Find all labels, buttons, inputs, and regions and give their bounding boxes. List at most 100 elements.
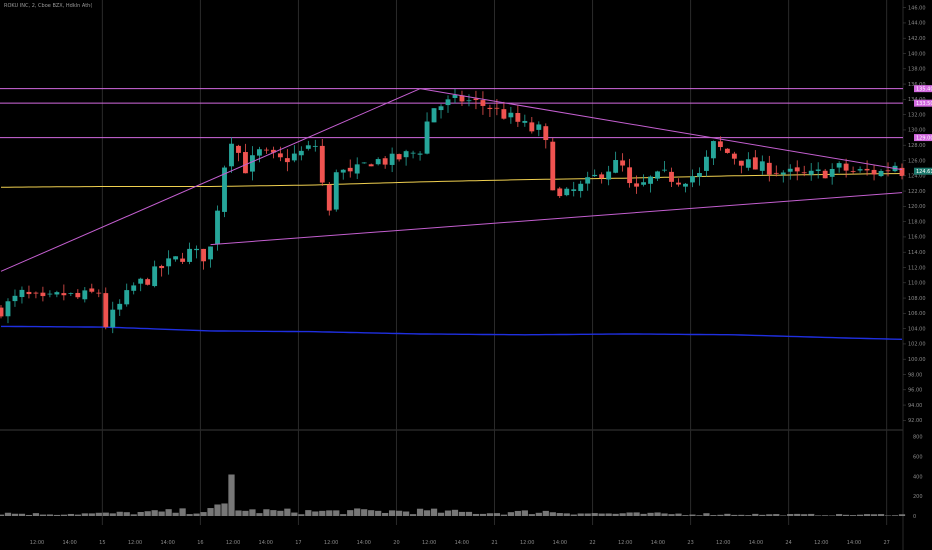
candle-body <box>19 289 25 298</box>
candle-body <box>655 171 660 179</box>
time-tick-label: 12:00 <box>30 540 44 546</box>
candle-body <box>326 184 332 211</box>
time-tick-label: 14:00 <box>357 540 371 546</box>
candle-body <box>54 292 60 295</box>
volume-bar <box>249 509 256 516</box>
volume-bars <box>0 474 906 516</box>
volume-bar <box>102 512 109 516</box>
price-tick-label: 102.00 <box>908 342 926 348</box>
candle-body <box>396 154 402 160</box>
volume-bar <box>158 511 165 516</box>
price-tick-label: 98.00 <box>908 372 922 378</box>
candle-body <box>187 248 193 262</box>
volume-bar <box>675 513 682 516</box>
volume-bar <box>570 514 577 516</box>
time-tick-label: 23 <box>687 540 693 546</box>
candle-body <box>501 109 507 119</box>
candle-body <box>12 295 18 302</box>
volume-bar <box>207 508 214 516</box>
volume-bar <box>836 514 843 516</box>
candle-body <box>745 159 751 168</box>
candle-body <box>263 149 269 151</box>
volume-bar <box>74 514 81 516</box>
volume-bar <box>640 513 647 516</box>
candle-body <box>536 124 542 130</box>
candle-body <box>431 108 437 123</box>
price-tick-label: 144.00 <box>908 21 926 27</box>
candle-body <box>389 153 395 165</box>
horizontal-levels <box>0 88 903 139</box>
candle-body <box>564 188 570 196</box>
candle-body <box>61 293 67 296</box>
volume-bar <box>682 515 689 516</box>
candle-body <box>780 172 786 175</box>
volume-bar <box>444 510 452 516</box>
price-tick-label: 108.00 <box>908 296 926 302</box>
candle-body <box>110 309 116 328</box>
time-tick-label: 12:00 <box>520 540 534 546</box>
trendline <box>210 192 903 246</box>
volume-bar <box>787 514 794 516</box>
candle-body <box>613 160 619 173</box>
chart-title: ROKU INC, 2, Cboe BZX, Hdkln Ath( <box>4 3 93 9</box>
candle-body <box>641 182 647 185</box>
candle-body <box>697 173 702 177</box>
candle-body <box>550 141 556 191</box>
candle-body <box>47 293 53 295</box>
volume-bar <box>263 509 270 516</box>
volume-bar <box>11 513 19 516</box>
time-axis[interactable]: 12:00 14:00 15 12:00 14:00 16 12:00 14:00 17 12:0… <box>30 540 890 546</box>
price-axis[interactable]: 146.00144.00142.00140.00138.00136.00134.… <box>903 5 926 424</box>
time-tick-label: 14:00 <box>455 540 469 546</box>
candle-body <box>194 248 199 251</box>
candle-body <box>201 248 206 262</box>
candle-body <box>627 167 633 184</box>
candle-body <box>438 106 444 111</box>
candle-body <box>731 153 737 159</box>
volume-bar <box>465 511 473 516</box>
candle-body <box>829 168 835 177</box>
candle-body <box>773 172 779 174</box>
candle-body <box>787 168 793 172</box>
level-tag-label: 133.50 <box>916 101 932 107</box>
volume-bar <box>563 513 570 516</box>
volume-bar <box>242 510 249 516</box>
volume-bar <box>898 514 906 516</box>
volume-bar <box>416 508 424 516</box>
volume-bar <box>451 509 459 516</box>
candle-body <box>717 141 723 148</box>
price-tick-label: 94.00 <box>908 403 922 409</box>
volume-bar <box>584 513 591 516</box>
candle-body <box>487 107 493 109</box>
volume-bar <box>745 515 752 516</box>
price-tick-label: 100.00 <box>908 357 926 363</box>
volume-bar <box>633 512 640 516</box>
price-tick-label: 120.00 <box>908 204 926 210</box>
candle-body <box>452 94 458 98</box>
volume-bar <box>766 514 773 516</box>
time-tick-label: 14:00 <box>161 540 175 546</box>
volume-bar <box>340 514 347 516</box>
volume-bar <box>39 514 47 516</box>
candle-body <box>403 151 409 158</box>
candle-body <box>843 163 849 171</box>
volume-bar <box>870 514 878 516</box>
candle-body <box>208 246 213 260</box>
volume-bar <box>25 514 33 516</box>
candle-body <box>382 158 388 165</box>
volume-axis[interactable]: 800 600 400 200 0 <box>913 435 923 520</box>
price-tick-label: 116.00 <box>908 235 926 241</box>
volume-tick-label: 800 <box>913 435 923 441</box>
volume-bar <box>284 508 291 516</box>
volume-tick-label: 200 <box>913 494 923 500</box>
volume-bar <box>221 503 228 516</box>
volume-bar <box>361 509 368 516</box>
volume-bar <box>661 513 668 516</box>
candle-body <box>662 169 667 171</box>
candle-body <box>724 148 730 153</box>
candle-body <box>794 167 800 172</box>
volume-bar <box>151 510 158 516</box>
candle-body <box>836 163 842 168</box>
volume-bar <box>277 510 284 516</box>
